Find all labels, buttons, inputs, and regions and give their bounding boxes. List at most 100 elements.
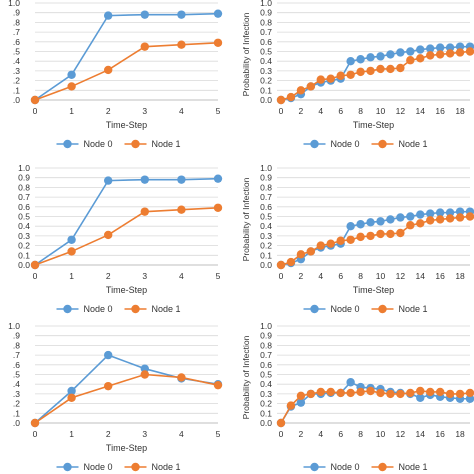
y-tick-label: .2 — [13, 399, 20, 409]
data-point — [416, 393, 425, 402]
data-point — [177, 373, 186, 382]
data-point — [366, 386, 375, 396]
data-point — [356, 387, 365, 397]
y-tick-label: .4 — [13, 379, 20, 389]
data-point — [316, 75, 325, 84]
data-point — [396, 48, 405, 57]
data-point — [366, 231, 375, 241]
y-tick-label: 0.7 — [260, 192, 272, 202]
y-tick-label: .5 — [13, 370, 20, 380]
y-tick-label: .1 — [13, 85, 20, 95]
data-point — [435, 43, 445, 52]
y-axis-title: Probability of Infection — [241, 12, 251, 96]
y-tick-label: .7 — [13, 27, 20, 37]
data-point — [296, 86, 306, 95]
data-point — [306, 82, 316, 91]
data-point — [406, 221, 415, 230]
x-tick-label: 10 — [376, 271, 386, 281]
data-point — [316, 241, 325, 250]
data-point — [346, 57, 355, 66]
data-point — [416, 45, 425, 54]
data-point — [67, 386, 76, 396]
data-point — [455, 48, 465, 57]
y-tick-label: 1.0 — [8, 0, 20, 8]
y-tick-label: .4 — [13, 56, 20, 66]
data-point — [396, 213, 405, 222]
y-tick-label: .7 — [13, 350, 20, 360]
y-tick-label: 0.1 — [260, 408, 272, 418]
x-tick-label: 0 — [279, 106, 284, 116]
x-tick-label: 14 — [416, 106, 426, 116]
data-point — [296, 398, 306, 407]
y-tick-label: .1 — [13, 408, 20, 418]
data-point — [104, 230, 113, 240]
y-tick-label: 0.9 — [260, 173, 272, 183]
x-tick-label: 1 — [69, 106, 74, 116]
data-point — [346, 222, 355, 231]
data-point — [326, 239, 335, 248]
data-point — [416, 386, 425, 396]
x-axis-title: Time-Step — [353, 120, 394, 130]
x-tick-label: 0 — [33, 429, 38, 439]
x-tick-label: 8 — [358, 429, 363, 439]
data-point — [140, 175, 149, 184]
data-point — [416, 210, 425, 219]
series-line-node-1 — [280, 215, 471, 266]
x-tick-label: 3 — [142, 106, 147, 116]
data-point — [445, 43, 455, 52]
data-point — [386, 229, 395, 239]
data-point — [213, 380, 223, 390]
data-point — [177, 175, 186, 184]
data-point — [426, 44, 435, 53]
chart-panel-6: 0.00.10.20.30.40.50.60.70.80.91.0 0 2 4 6 8 10… — [241, 321, 474, 472]
legend-label: Node 1 — [152, 304, 181, 314]
y-tick-label: 0.3 — [260, 66, 272, 76]
data-point — [445, 389, 455, 399]
data-point — [366, 66, 375, 76]
data-point — [455, 207, 465, 216]
x-tick-label: 0 — [33, 271, 38, 281]
y-tick-label: .3 — [13, 389, 20, 399]
data-point — [376, 388, 385, 398]
x-axis-title: Time-Step — [106, 285, 147, 295]
y-tick-label: 1.0 — [260, 321, 272, 331]
data-point — [286, 257, 296, 267]
data-point — [67, 82, 76, 91]
data-point — [140, 10, 149, 19]
x-axis-title: Time-Step — [106, 120, 147, 130]
data-point — [67, 70, 76, 79]
y-tick-label: 0.5 — [260, 370, 272, 380]
data-point — [406, 212, 415, 221]
data-point — [366, 53, 375, 62]
data-point — [213, 174, 223, 183]
data-point — [67, 393, 76, 402]
y-tick-label: 0.6 — [260, 202, 272, 212]
x-tick-label: 16 — [435, 429, 445, 439]
y-tick-label: 0.2 — [260, 399, 272, 409]
x-tick-label: 0 — [279, 429, 284, 439]
data-point — [104, 350, 113, 360]
data-point — [426, 51, 435, 60]
data-point — [376, 64, 385, 74]
legend-swatch-marker — [378, 462, 387, 472]
legend-label: Node 0 — [84, 139, 113, 149]
x-tick-label: 12 — [396, 106, 406, 116]
data-point — [326, 387, 335, 397]
x-tick-label: 14 — [416, 271, 426, 281]
x-tick-label: 4 — [179, 271, 184, 281]
x-tick-label: 12 — [396, 429, 406, 439]
x-tick-label: 4 — [318, 429, 323, 439]
y-tick-label: 0.0 — [260, 260, 272, 270]
legend-swatch-marker — [378, 139, 387, 149]
legend-label: Node 0 — [331, 304, 360, 314]
legend-label: Node 0 — [84, 462, 113, 472]
data-point — [177, 40, 186, 49]
data-point — [336, 71, 345, 80]
chart-panel-3: 0.00.10.20.30.40.50.60.70.80.91.0 0 1 2 3 4 5 T… — [18, 163, 223, 314]
data-point — [376, 229, 385, 239]
y-tick-label: .9 — [13, 331, 20, 341]
x-tick-label: 2 — [106, 429, 111, 439]
y-tick-label: 1.0 — [260, 163, 272, 173]
data-point — [104, 65, 113, 75]
y-axis-title: Probability of Infection — [241, 335, 251, 419]
